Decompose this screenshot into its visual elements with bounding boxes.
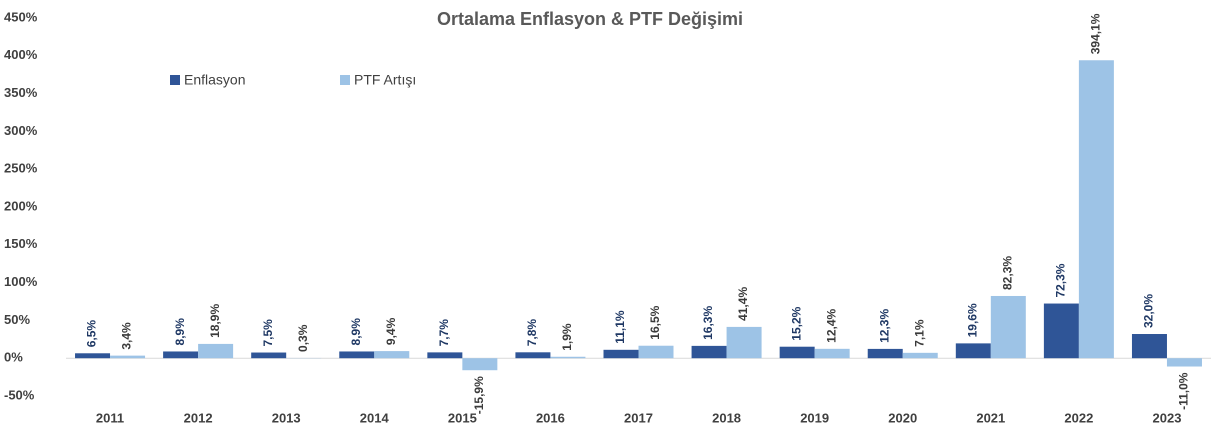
x-tick-label: 2023 [1153,410,1182,425]
bar [779,346,815,359]
data-label: 394,1% [1089,13,1103,54]
bar [550,356,586,359]
data-label: 7,7% [437,319,451,347]
data-label: 18,9% [208,304,222,338]
x-tick-label: 2015 [448,410,477,425]
data-label: 7,8% [525,319,539,347]
x-tick-label: 2020 [888,410,917,425]
data-label: 6,5% [85,320,99,348]
data-label: 72,3% [1054,263,1068,297]
bar [427,352,463,359]
bar [198,343,234,359]
bar [726,326,762,359]
x-tick-label: 2016 [536,410,565,425]
x-tick-label: 2017 [624,410,653,425]
bar [1131,334,1167,359]
data-label: 12,4% [824,308,838,342]
data-label: 1,9% [560,323,574,351]
bar [462,358,498,371]
data-label: 0,3% [296,324,310,352]
bar [990,295,1026,359]
y-tick-label: 0% [4,350,23,365]
bar [814,348,850,359]
y-tick-label: 250% [4,161,38,176]
data-label: 82,3% [1000,256,1014,290]
bar [1166,358,1202,367]
data-label: 11,1% [613,310,627,344]
bar [902,352,938,359]
legend-label: PTF Artışı [354,72,416,88]
legend-swatch [340,75,350,85]
data-label: 7,5% [261,319,275,347]
x-tick-label: 2013 [272,410,301,425]
y-tick-label: 100% [4,274,38,289]
x-tick-label: 2018 [712,410,741,425]
bar [75,353,111,359]
x-tick-label: 2021 [976,410,1005,425]
y-tick-label: 200% [4,198,38,213]
data-label: 16,3% [701,306,715,340]
bar [867,348,903,359]
bar [638,345,674,359]
data-label: 41,4% [736,287,750,321]
data-label: 8,9% [349,318,363,346]
y-tick-label: 50% [4,312,30,327]
bar [110,355,146,359]
y-tick-label: 400% [4,47,38,62]
bar [1043,303,1079,359]
legend-label: Enflasyon [184,72,245,88]
data-label: 12,3% [877,309,891,343]
y-tick-label: 300% [4,123,38,138]
bar [163,351,199,359]
data-label: 16,5% [648,305,662,339]
chart-title: Ortalama Enflasyon & PTF Değişimi [437,9,743,29]
y-tick-label: -50% [4,387,35,402]
y-tick-label: 450% [4,9,38,24]
bar [955,343,991,359]
x-tick-label: 2014 [360,410,390,425]
bar [339,351,375,359]
data-label: -15,9% [472,376,486,414]
data-label: 7,1% [912,319,926,347]
data-label: 8,9% [173,318,187,346]
legend-swatch [170,75,180,85]
data-label: 19,6% [965,303,979,337]
bar [691,345,727,359]
x-tick-label: 2022 [1064,410,1093,425]
bar [1078,60,1114,359]
bar [374,351,410,359]
data-label: 32,0% [1142,294,1156,328]
data-label: 3,4% [120,322,134,350]
x-tick-label: 2012 [184,410,213,425]
data-label: -11,0% [1177,372,1191,410]
bar [603,349,639,359]
bar [515,352,551,359]
x-tick-label: 2019 [800,410,829,425]
x-tick-label: 2011 [96,410,124,425]
bar [251,352,287,359]
y-tick-label: 350% [4,85,38,100]
data-label: 15,2% [789,306,803,340]
y-tick-label: 150% [4,236,38,251]
data-label: 9,4% [384,317,398,345]
